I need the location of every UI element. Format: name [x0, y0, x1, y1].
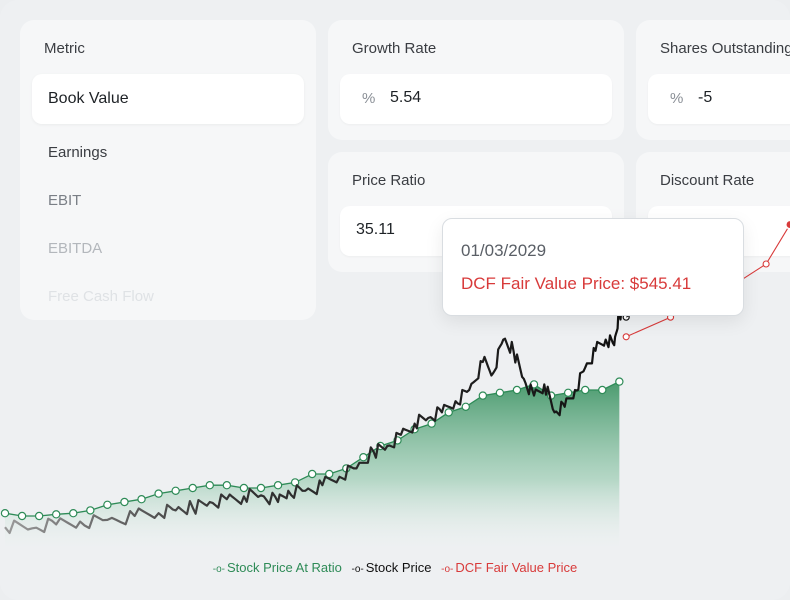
- legend-item-dcf[interactable]: -o- DCF Fair Value Price: [441, 560, 577, 575]
- ratio-point: [171, 486, 180, 495]
- ratio-point: [103, 500, 112, 509]
- discount-rate-label: Discount Rate: [660, 172, 755, 189]
- ratio-point: [188, 483, 197, 493]
- ratio-point: [154, 489, 163, 498]
- growth-rate-input[interactable]: % 5.54: [340, 74, 612, 124]
- legend-label-ratio: Stock Price At Ratio: [227, 560, 342, 575]
- tooltip-dcf-value: DCF Fair Value Price: $545.41: [461, 274, 692, 293]
- dcf-point: [762, 260, 770, 268]
- shares-outstanding-value: -5: [698, 89, 713, 106]
- legend-label-price: Stock Price: [365, 560, 432, 575]
- metric-option-ebitda[interactable]: EBITDA: [48, 240, 103, 257]
- growth-rate-value: 5.54: [390, 89, 422, 106]
- ratio-point: [598, 385, 607, 395]
- legend-label-dcf: DCF Fair Value Price: [455, 560, 578, 575]
- ratio-point: [256, 483, 266, 493]
- price-ratio-value: 35.11: [356, 221, 395, 238]
- ratio-point: [495, 388, 505, 397]
- stock-price-line: [4, 306, 628, 535]
- ratio-point: [563, 388, 573, 397]
- ratio-point: [444, 408, 453, 417]
- legend-item-price[interactable]: -o- Stock Price: [352, 560, 432, 575]
- percent-unit: %: [362, 90, 376, 107]
- ratio-point: [581, 385, 590, 395]
- ratio-area-fill: [5, 381, 620, 560]
- ratio-point: [512, 385, 522, 395]
- shares-outstanding-input[interactable]: % -5: [648, 74, 790, 124]
- ratio-point: [17, 511, 27, 521]
- legend-item-ratio[interactable]: -o- Stock Price At Ratio: [213, 560, 342, 575]
- ratio-area: [5, 381, 620, 560]
- growth-rate-panel: Growth Rate % 5.54: [328, 20, 624, 140]
- ratio-point: [615, 377, 624, 386]
- metric-option-ebit[interactable]: EBIT: [48, 192, 82, 209]
- ratio-point: [120, 497, 129, 507]
- ratio-point: [0, 509, 10, 518]
- shares-outstanding-label: Shares Outstanding: [660, 40, 790, 57]
- ratio-point: [478, 391, 488, 400]
- ratio-point: [427, 419, 436, 428]
- metric-panel: Metric Book Value Earnings EBIT EBITDA F…: [20, 20, 316, 320]
- shares-outstanding-panel: Shares Outstanding % -5: [636, 20, 790, 140]
- ratio-point: [461, 402, 470, 411]
- ratio-point: [239, 483, 249, 493]
- ratio-point: [86, 506, 95, 515]
- ratio-point: [34, 511, 44, 521]
- dcf-point: [622, 333, 630, 341]
- chart-tooltip: 01/03/2029 DCF Fair Value Price: $545.41: [442, 218, 744, 316]
- dcf-highlight-point: [785, 219, 790, 230]
- metric-label: Metric: [44, 40, 85, 57]
- metric-option-book-value[interactable]: Book Value: [32, 74, 304, 124]
- ratio-point: [222, 481, 232, 490]
- metric-option-earnings[interactable]: Earnings: [48, 144, 108, 161]
- price-ratio-label: Price Ratio: [352, 172, 426, 189]
- metric-option-free-cash-flow[interactable]: Free Cash Flow: [48, 288, 154, 305]
- percent-unit: %: [670, 90, 684, 107]
- ratio-point: [359, 453, 368, 462]
- chart-legend: -o- Stock Price At Ratio -o- Stock Price -…: [0, 560, 790, 575]
- legend-marker-icon: -o-: [212, 564, 226, 575]
- legend-marker-icon: -o-: [351, 564, 364, 575]
- legend-marker-icon: -o-: [441, 564, 454, 575]
- growth-rate-label: Growth Rate: [352, 40, 437, 57]
- metric-selected-label: Book Value: [48, 90, 129, 107]
- ratio-point: [307, 469, 317, 479]
- ratio-point: [69, 509, 78, 518]
- ratio-point: [137, 495, 146, 504]
- tooltip-date: 01/03/2029: [461, 241, 547, 260]
- ratio-point: [205, 481, 214, 490]
- ratio-point: [273, 481, 283, 490]
- ratio-point: [51, 510, 61, 519]
